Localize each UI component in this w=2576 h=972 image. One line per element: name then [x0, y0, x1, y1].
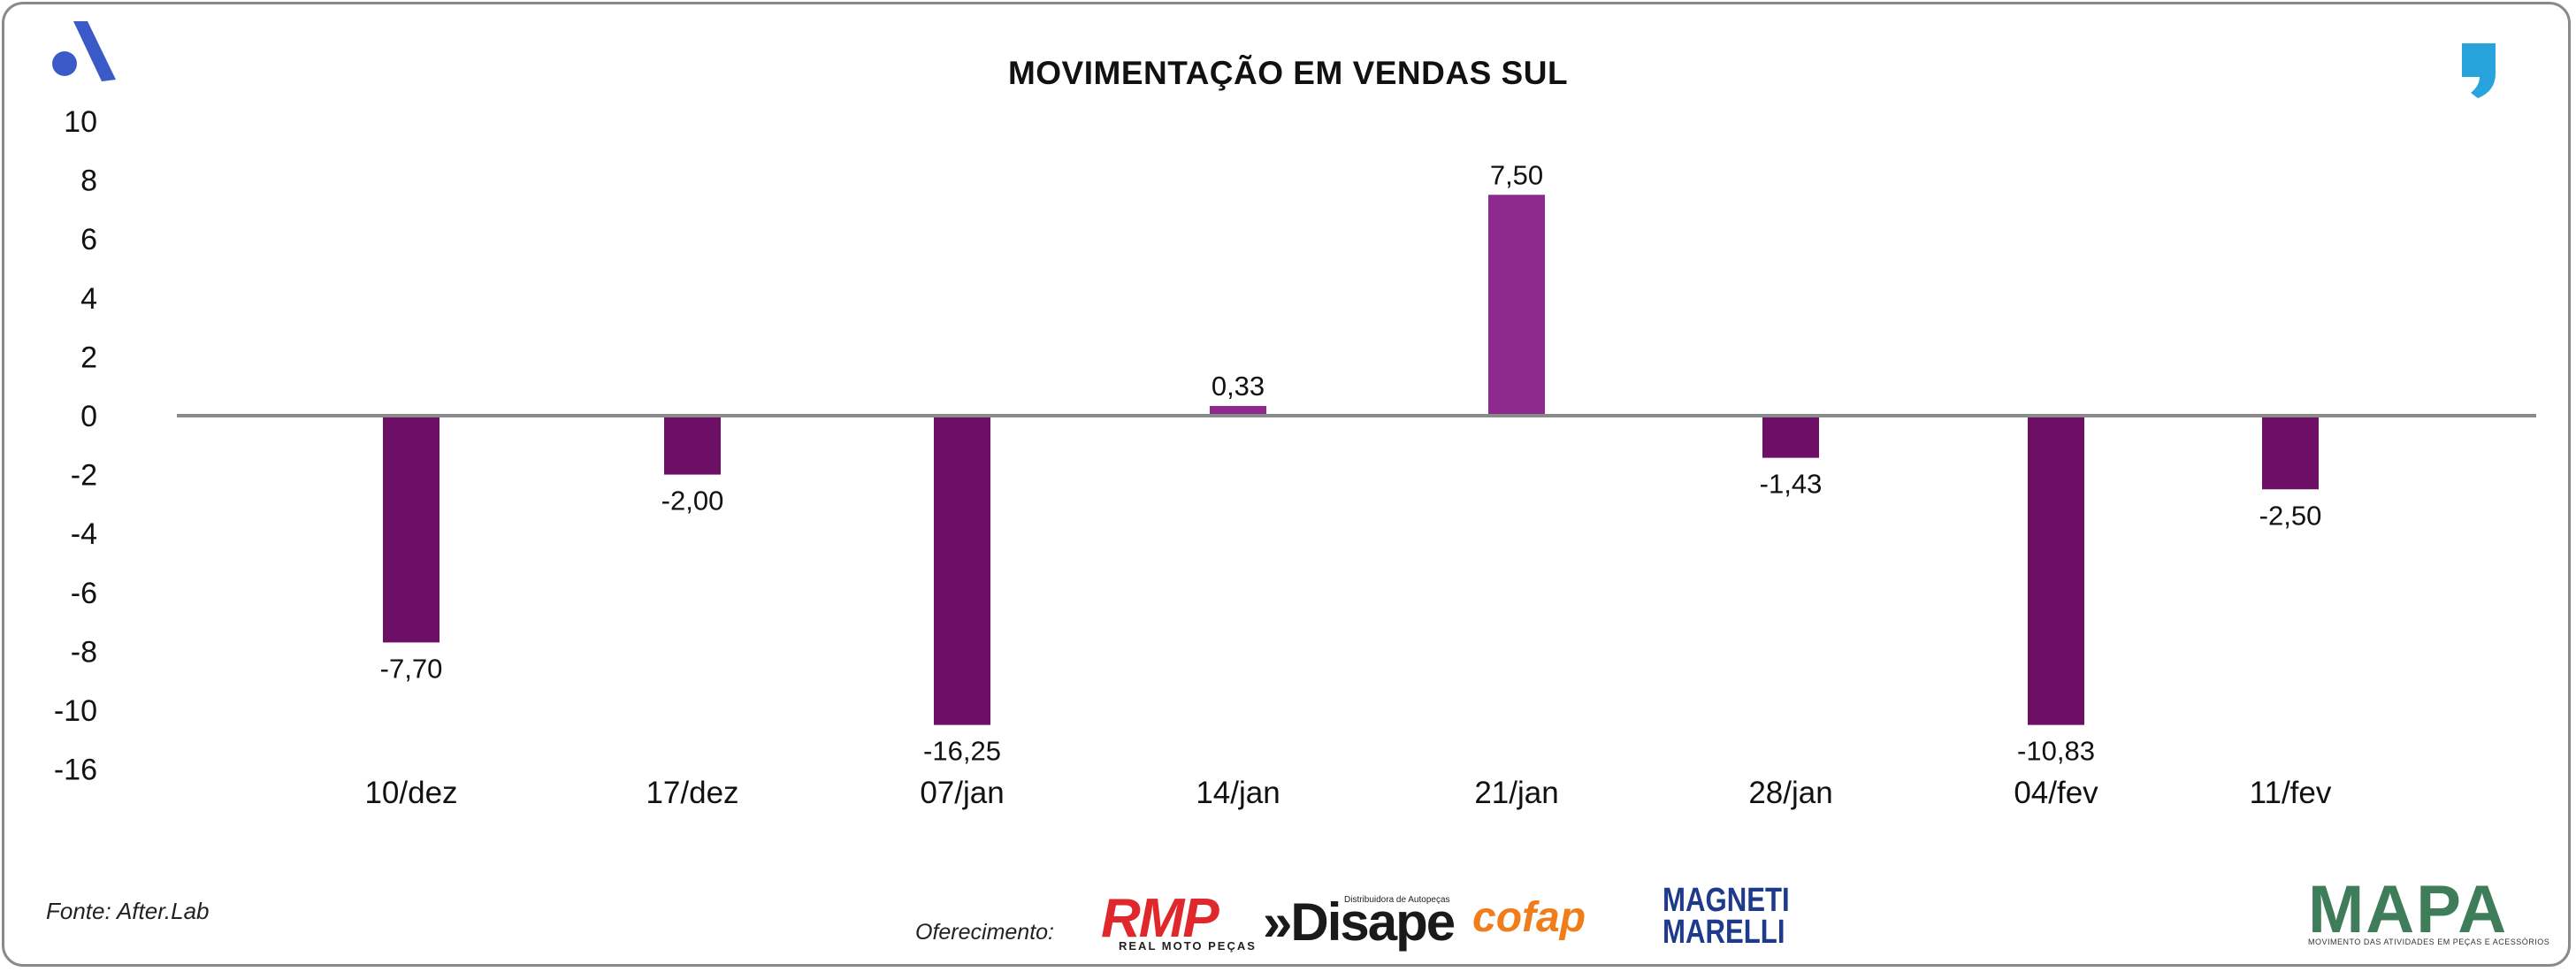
y-tick-label: 10 — [64, 105, 97, 139]
rmp-logo: RMP — [1101, 888, 1219, 949]
y-tick-label: -10 — [54, 694, 97, 728]
y-tick-label: 0 — [80, 400, 97, 433]
y-tick-label: 8 — [80, 165, 97, 198]
source-note: Fonte: After.Lab — [46, 898, 210, 924]
data-label: -16,25 — [923, 736, 1001, 767]
bar — [664, 416, 721, 475]
y-tick-label: -6 — [71, 577, 97, 610]
x-tick-label: 21/jan — [1474, 776, 1558, 810]
bar — [1210, 406, 1266, 416]
bar — [383, 416, 440, 643]
rmp-logo-subtitle: REAL MOTO PEÇAS — [1119, 939, 1257, 953]
bar-chart: 10 8 6 4 2 0 -2 -4 -6 -8 -10 -16 -7,70 -2,00 -16,25 0,3… — [54, 105, 2536, 810]
data-label: 0,33 — [1212, 371, 1265, 402]
x-tick-label: 17/dez — [646, 776, 738, 810]
x-tick-label: 11/fev — [2250, 776, 2332, 810]
x-tick-label: 14/jan — [1196, 776, 1280, 810]
mapa-logo-subtitle: MOVIMENTO DAS ATIVIDADES EM PEÇAS E ACES… — [2308, 938, 2550, 946]
chart-title: MOVIMENTAÇÃO EM VENDAS SUL — [1007, 55, 1569, 91]
mapa-logo: MAPA — [2308, 872, 2509, 947]
y-tick-label: 4 — [80, 282, 97, 316]
y-tick-label: 6 — [80, 223, 97, 256]
data-label: -7,70 — [380, 653, 443, 684]
data-label: -2,50 — [2259, 500, 2322, 531]
x-tick-label: 28/jan — [1748, 776, 1832, 810]
sponsor-label: Oferecimento: — [915, 920, 1055, 945]
data-label: -10,83 — [2017, 736, 2095, 767]
data-label: -1,43 — [1760, 469, 1823, 500]
y-tick-label: 2 — [80, 341, 97, 374]
comma-quote-icon — [2462, 43, 2496, 98]
x-tick-label: 10/dez — [364, 776, 457, 810]
disape-logo-subtitle: Distribuidora de Autopeças — [1344, 895, 1450, 905]
bar — [934, 416, 990, 725]
data-label: 7,50 — [1490, 159, 1543, 190]
data-label: -2,00 — [661, 486, 724, 517]
x-tick-label: 07/jan — [920, 776, 1004, 810]
bar — [2262, 416, 2319, 490]
y-tick-label: -8 — [71, 635, 97, 669]
bar — [2028, 416, 2084, 725]
y-tick-label: -4 — [71, 517, 97, 551]
a-logo-icon — [52, 21, 116, 81]
bar — [1762, 416, 1819, 458]
bar — [1488, 195, 1545, 416]
disape-logo: »Disape — [1263, 892, 1456, 952]
y-tick-label: -16 — [54, 754, 97, 787]
x-tick-label: 04/fev — [2014, 776, 2098, 810]
y-tick-label: -2 — [71, 459, 97, 493]
magneti-marelli-logo: MAGNETI MARELLI — [1663, 882, 1790, 951]
cofap-logo: cofap — [1472, 894, 1586, 941]
